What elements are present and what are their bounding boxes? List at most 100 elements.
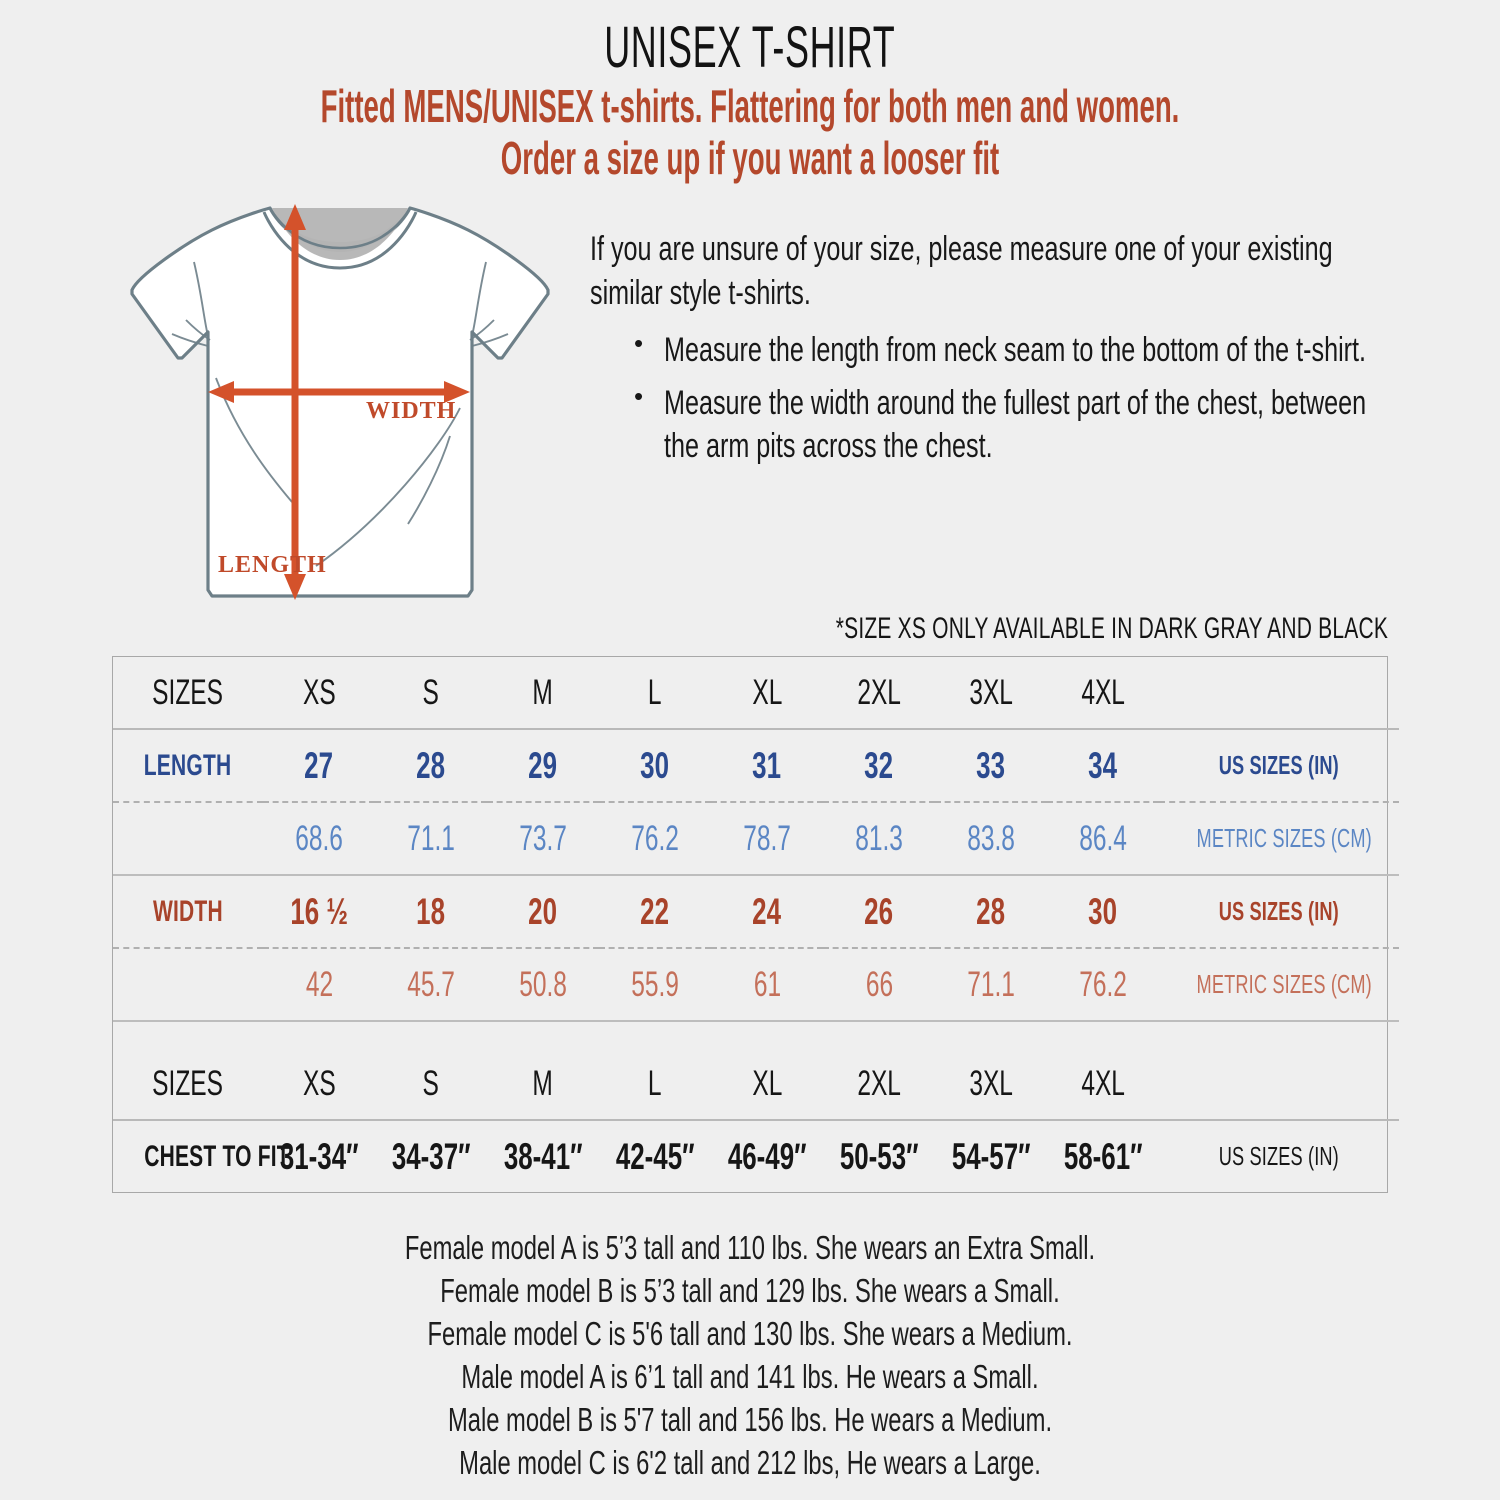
xs-availability-note: *SIZE XS ONLY AVAILABLE IN DARK GRAY AND… [0,612,1500,646]
cell-width-cm-3xl: 71.1 [935,948,1047,1023]
table-row-width-us: WIDTH 16 ½ 18 20 22 24 26 28 30 US SIZES… [113,875,1399,950]
cell-width-us-4xl: 30 [1047,875,1159,950]
row-label-width: WIDTH [113,875,263,950]
cell-width-cm-m: 50.8 [487,948,599,1023]
measure-instructions: If you are unsure of your size, please m… [590,228,1400,478]
cell-length-us-m: 29 [487,729,599,804]
chest-header-sizes-label: SIZES [113,1048,263,1122]
chest-header-row: SIZES XS S M L XL 2XL 3XL 4XL [113,1048,1399,1122]
cell-chest-4xl: 58-61″ [1063,1135,1143,1177]
cell-width-us-l: 22 [599,875,711,950]
measure-intro-text: If you are unsure of your size, please m… [590,230,1333,312]
bullet-text: Measure the length from neck seam to the… [664,331,1367,370]
chest-header-unit-blank [1159,1048,1399,1122]
model-size-notes: Female model A is 5’3 tall and 110 lbs. … [0,1227,1500,1484]
cell-width-cm-2xl: 66 [823,948,935,1023]
length-label: LENGTH [218,552,327,578]
header: UNISEX T-SHIRT Fitted MENS/UNISEX t-shir… [0,0,1500,184]
tshirt-diagram-svg: WIDTH LENGTH [130,204,550,601]
cell-chest-xl: 46-49″ [727,1135,807,1177]
cell-length-cm-3xl: 83.8 [935,802,1047,877]
model-note-line: Male model B is 5'7 tall and 156 lbs. He… [447,1400,1053,1438]
tshirt-illustration: WIDTH LENGTH [120,190,560,610]
chest-column-header-m: M [487,1048,599,1122]
header-unit-blank [1159,657,1399,731]
row-label-chest-to-fit: CHEST TO FIT [144,1139,290,1173]
cell-length-us-2xl: 32 [823,729,935,804]
xs-note-text: *SIZE XS ONLY AVAILABLE IN DARK GRAY AND… [835,612,1388,646]
spacer-cell [113,1021,1399,1048]
cell-width-us-3xl: 28 [935,875,1047,950]
width-label: WIDTH [366,398,456,424]
cell-length-cm-4xl: 86.4 [1047,802,1159,877]
cell-width-us-m: 20 [487,875,599,950]
cell-width-cm-4xl: 76.2 [1047,948,1159,1023]
model-note-line: Female model C is 5'6 tall and 130 lbs. … [427,1314,1073,1352]
cell-width-cm-l: 55.9 [599,948,711,1023]
cell-chest-2xl: 50-53″ [839,1135,919,1177]
cell-width-cm-xs: 42 [263,948,375,1023]
header-sizes-label: SIZES [113,657,263,731]
column-header-3xl: 3XL [935,657,1047,731]
cell-chest-xs: 31-34″ [279,1135,359,1177]
row-label-length: LENGTH [113,729,263,804]
cell-length-us-3xl: 33 [935,729,1047,804]
model-note-line: Male model A is 6’1 tall and 141 lbs. He… [461,1357,1039,1395]
size-table: SIZES XS S M L XL 2XL 3XL 4XL LENGTH 27 … [113,657,1399,1192]
subtitle-line-1: Fitted MENS/UNISEX t-shirts. Flattering … [320,80,1180,133]
column-header-xs: XS [263,657,375,731]
list-item: Measure the width around the fullest par… [634,380,1400,468]
cell-length-cm-l: 76.2 [599,802,711,877]
cell-length-us-s: 28 [375,729,487,804]
table-spacer-row [113,1021,1399,1048]
cell-length-cm-xl: 78.7 [711,802,823,877]
column-header-2xl: 2XL [823,657,935,731]
row-label-width-metric-blank [113,948,263,1023]
table-header-row: SIZES XS S M L XL 2XL 3XL 4XL [113,657,1399,731]
cell-width-us-xl: 24 [711,875,823,950]
cell-chest-l: 42-45″ [615,1135,695,1177]
column-header-xl: XL [711,657,823,731]
cell-length-cm-s: 71.1 [375,802,487,877]
unit-label-width-metric: METRIC SIZES (CM) [1159,948,1399,1023]
list-item: Measure the length from neck seam to the… [634,327,1400,372]
model-note-line: Female model B is 5’3 tall and 129 lbs. … [440,1272,1060,1310]
chest-column-header-s: S [375,1048,487,1122]
column-header-m: M [487,657,599,731]
cell-length-us-4xl: 34 [1047,729,1159,804]
chest-column-header-l: L [599,1048,711,1122]
unit-label-length-metric: METRIC SIZES (CM) [1159,802,1399,877]
unit-label-chest-us: US SIZES (IN) [1218,1141,1340,1172]
cell-length-cm-2xl: 81.3 [823,802,935,877]
cell-length-us-xl: 31 [711,729,823,804]
chest-column-header-xl: XL [711,1048,823,1122]
subtitle-line-2: Order a size up if you want a looser fit [500,131,1000,184]
cell-chest-s: 34-37″ [391,1135,471,1177]
column-header-s: S [375,657,487,731]
chest-column-header-xs: XS [263,1048,375,1122]
measure-bullet-list: Measure the length from neck seam to the… [590,327,1400,468]
cell-width-us-2xl: 26 [823,875,935,950]
cell-width-us-s: 18 [375,875,487,950]
unit-label-length-us: US SIZES (IN) [1159,729,1399,804]
cell-width-cm-s: 45.7 [375,948,487,1023]
row-label-length-metric-blank [113,802,263,877]
middle-section: WIDTH LENGTH If you are unsure of your s… [0,190,1500,610]
model-note-line: Male model C is 6'2 tall and 212 lbs, He… [459,1443,1041,1481]
cell-length-us-l: 30 [599,729,711,804]
cell-length-cm-xs: 68.6 [263,802,375,877]
page-title: UNISEX T-SHIRT [604,15,896,80]
cell-length-cm-m: 73.7 [487,802,599,877]
cell-width-cm-xl: 61 [711,948,823,1023]
cell-length-us-xs: 27 [263,729,375,804]
table-row-chest-to-fit: CHEST TO FIT 31-34″ 34-37″ 38-41″ 42-45″… [113,1120,1399,1192]
column-header-4xl: 4XL [1047,657,1159,731]
cell-width-us-xs: 16 ½ [263,875,375,950]
table-row-width-metric: 42 45.7 50.8 55.9 61 66 71.1 76.2 METRIC… [113,948,1399,1023]
cell-chest-m: 38-41″ [503,1135,583,1177]
chest-column-header-3xl: 3XL [935,1048,1047,1122]
size-chart-table: SIZES XS S M L XL 2XL 3XL 4XL LENGTH 27 … [112,656,1399,1194]
chest-column-header-2xl: 2XL [823,1048,935,1122]
table-row-length-metric: 68.6 71.1 73.7 76.2 78.7 81.3 83.8 86.4 … [113,802,1399,877]
unit-label-width-us: US SIZES (IN) [1159,875,1399,950]
